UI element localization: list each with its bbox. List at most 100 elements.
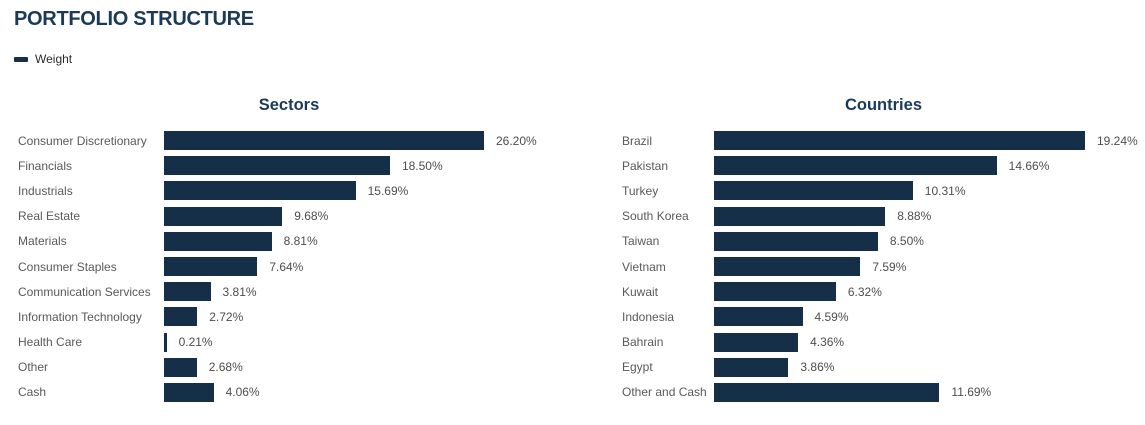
value-label: 8.81% xyxy=(283,234,318,249)
weight-bar xyxy=(714,156,997,176)
sectors-bar-rows: Consumer Discretionary 26.20% Financials 18… xyxy=(18,128,560,405)
category-label: Turkey xyxy=(622,183,659,198)
bar-holder xyxy=(714,357,789,377)
value-label: 7.59% xyxy=(872,259,907,274)
value-label: 3.86% xyxy=(800,360,835,375)
category-label: Bahrain xyxy=(622,335,664,350)
category-label: Other and Cash xyxy=(622,385,707,400)
weight-bar xyxy=(714,257,861,277)
category-label: Information Technology xyxy=(18,309,142,324)
weight-bar xyxy=(164,231,272,251)
bar-row: Consumer Staples 7.64% xyxy=(18,254,560,279)
weight-legend-swatch xyxy=(14,56,28,62)
weight-bar xyxy=(164,357,197,377)
weight-bar xyxy=(164,206,283,226)
bar-row: Industrials 15.69% xyxy=(18,178,560,203)
value-label: 8.88% xyxy=(897,209,932,224)
bar-holder xyxy=(164,181,356,201)
category-label: Egypt xyxy=(622,360,653,375)
bar-area: 2.72% xyxy=(164,307,244,327)
bar-row: Brazil 19.24% xyxy=(622,128,1145,153)
value-label: 7.64% xyxy=(269,259,304,274)
weight-bar xyxy=(714,181,913,201)
countries-chart: Countries Brazil 19.24% Pakistan 14.66% Turk… xyxy=(622,96,1145,405)
bar-holder xyxy=(164,382,214,402)
bar-area: 10.31% xyxy=(714,181,966,201)
bar-area: 2.68% xyxy=(164,357,243,377)
bar-holder xyxy=(714,231,878,251)
bar-area: 8.88% xyxy=(714,206,932,226)
category-label: Consumer Staples xyxy=(18,259,117,274)
weight-bar xyxy=(164,332,167,352)
bar-holder xyxy=(714,282,836,302)
category-label: Consumer Discretionary xyxy=(18,133,147,148)
bar-area: 26.20% xyxy=(164,131,537,151)
bar-row: Communication Services 3.81% xyxy=(18,279,560,304)
weight-bar xyxy=(164,181,356,201)
bar-area: 14.66% xyxy=(714,156,1050,176)
value-label: 2.72% xyxy=(209,309,244,324)
bar-holder xyxy=(164,307,198,327)
bar-row: Other and Cash 11.69% xyxy=(622,380,1145,405)
bar-row: Bahrain 4.36% xyxy=(622,330,1145,355)
value-label: 15.69% xyxy=(367,183,409,198)
weight-bar xyxy=(164,307,198,327)
bar-area: 11.69% xyxy=(714,382,991,402)
category-label: South Korea xyxy=(622,209,689,224)
bar-holder xyxy=(164,131,484,151)
weight-bar xyxy=(164,257,258,277)
bar-row: Pakistan 14.66% xyxy=(622,153,1145,178)
bar-holder xyxy=(164,257,258,277)
bar-area: 15.69% xyxy=(164,181,409,201)
bar-holder xyxy=(714,382,940,402)
category-label: Taiwan xyxy=(622,234,660,249)
bar-row: Other 2.68% xyxy=(18,355,560,380)
bar-area: 3.81% xyxy=(164,282,257,302)
category-label: Vietnam xyxy=(622,259,666,274)
bar-row: Information Technology 2.72% xyxy=(18,304,560,329)
value-label: 8.50% xyxy=(889,234,924,249)
category-label: Health Care xyxy=(18,335,83,350)
bar-row: Kuwait 6.32% xyxy=(622,279,1145,304)
weight-bar xyxy=(714,382,940,402)
bar-area: 4.06% xyxy=(164,382,260,402)
bar-holder xyxy=(714,332,799,352)
category-label: Cash xyxy=(18,385,47,400)
sectors-chart-title: Sectors xyxy=(258,96,320,114)
page-title: PORTFOLIO STRUCTURE xyxy=(14,8,254,30)
bar-area: 3.86% xyxy=(714,357,835,377)
category-label: Communication Services xyxy=(18,284,151,299)
bar-row: Vietnam 7.59% xyxy=(622,254,1145,279)
bar-row: South Korea 8.88% xyxy=(622,204,1145,229)
weight-bar xyxy=(714,332,799,352)
weight-bar xyxy=(714,282,836,302)
bar-area: 0.21% xyxy=(164,332,213,352)
countries-chart-title: Countries xyxy=(844,96,922,114)
category-label: Indonesia xyxy=(622,309,675,324)
value-label: 14.66% xyxy=(1008,158,1050,173)
weight-bar xyxy=(164,156,390,176)
bar-holder xyxy=(164,357,197,377)
bar-area: 18.50% xyxy=(164,156,443,176)
weight-bar xyxy=(714,357,789,377)
weight-bar xyxy=(714,206,886,226)
bar-row: Materials 8.81% xyxy=(18,229,560,254)
bar-area: 4.59% xyxy=(714,307,849,327)
value-label: 3.81% xyxy=(222,284,257,299)
value-label: 2.68% xyxy=(208,360,243,375)
value-label: 9.68% xyxy=(294,209,329,224)
category-label: Kuwait xyxy=(622,284,659,299)
weight-bar xyxy=(714,307,803,327)
bar-holder xyxy=(164,332,167,352)
bar-holder xyxy=(164,282,211,302)
value-label: 4.59% xyxy=(814,309,849,324)
bar-holder xyxy=(164,231,272,251)
value-label: 18.50% xyxy=(401,158,443,173)
bar-holder xyxy=(714,206,886,226)
bar-row: Indonesia 4.59% xyxy=(622,304,1145,329)
bar-area: 9.68% xyxy=(164,206,329,226)
bar-row: Cash 4.06% xyxy=(18,380,560,405)
category-label: Brazil xyxy=(622,133,653,148)
bar-area: 7.64% xyxy=(164,257,304,277)
